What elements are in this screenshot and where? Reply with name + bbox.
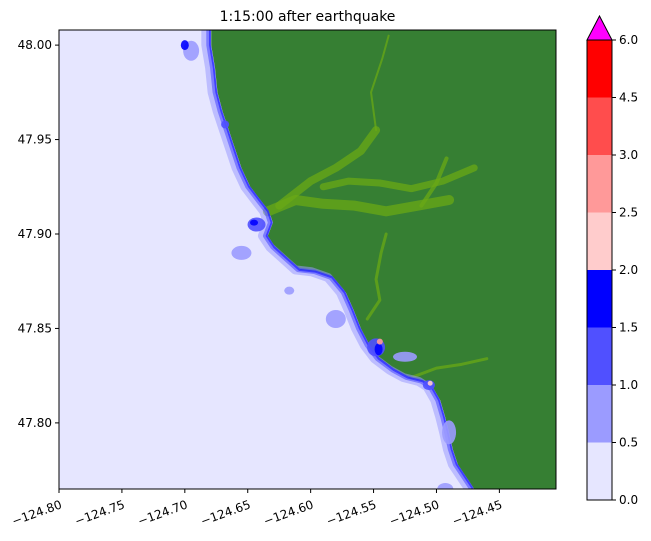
inundation-patch [325, 310, 346, 328]
colorbar-tick-label: 2.0 [619, 263, 638, 277]
y-tick-label: 47.90 [18, 227, 52, 241]
y-tick-label: 47.95 [18, 133, 52, 147]
x-tick-label: −124.80 [10, 497, 64, 528]
river-deposits [262, 34, 489, 380]
colorbar-segment [587, 97, 612, 155]
colorbar-segment [587, 155, 612, 213]
colorbar-extend-arrow [586, 14, 613, 41]
river-path [409, 357, 489, 380]
map-area [59, 30, 556, 489]
colorbar-segment [587, 212, 612, 270]
colorbar-tick-label: 1.0 [619, 378, 638, 392]
inundation-patch [250, 219, 259, 226]
x-tick-label: −124.55 [325, 497, 379, 528]
river-path [365, 232, 388, 321]
plot-frame [58, 29, 557, 490]
x-tick-label: −124.65 [199, 497, 253, 528]
inundation-patch [284, 286, 295, 295]
x-tick-label: −124.75 [73, 497, 127, 528]
river-path [319, 164, 478, 193]
river-path [419, 156, 449, 208]
x-tick-label: −124.50 [387, 497, 441, 528]
colorbar-segment [587, 442, 612, 500]
inundation-patch [231, 245, 252, 260]
inundation-band [209, 30, 474, 489]
colorbar-tick-label: 3.0 [619, 148, 638, 162]
river-path [275, 126, 381, 210]
colorbar-tick-label: 2.5 [619, 206, 638, 220]
chart-title: 1:15:00 after earthquake [220, 9, 396, 25]
colorbar-tick-label: 0.0 [619, 493, 638, 507]
inundation-patch [180, 40, 189, 51]
land-area [211, 30, 556, 489]
colorbar: 0.0 0.5 1.0 1.5 2.0 2.5 3.0 4.5 6.0 [586, 14, 638, 507]
river-path [262, 195, 455, 217]
x-tick-label: −124.60 [262, 497, 316, 528]
colorbar-segment [587, 385, 612, 443]
x-axis: −124.80 −124.75 −124.70 −124.65 −124.60 −124.… [10, 489, 504, 528]
inundation-patch [221, 120, 230, 129]
colorbar-tick-label: 4.5 [619, 91, 638, 105]
inundation-patches [180, 30, 474, 489]
inundation-patch [376, 338, 383, 345]
inundation-patch [374, 343, 383, 356]
y-tick-label: 47.85 [18, 321, 52, 335]
x-tick-label: −124.45 [450, 497, 504, 528]
inundation-patch [427, 380, 433, 386]
y-tick-label: 47.80 [18, 416, 52, 430]
y-tick-label: 48.00 [18, 38, 52, 52]
colorbar-tick-label: 6.0 [619, 33, 638, 47]
y-axis: 47.80 47.85 47.90 47.95 48.00 [18, 38, 59, 430]
inundation-patch [442, 420, 457, 445]
x-tick-label: −124.70 [136, 497, 190, 528]
inundation-patch [437, 483, 454, 489]
colorbar-segment [587, 327, 612, 385]
river-path [370, 34, 390, 132]
colorbar-tick-label: 1.5 [619, 321, 638, 335]
colorbar-segment [587, 270, 612, 328]
inundation-patch [393, 351, 418, 362]
colorbar-segment [587, 40, 612, 98]
colorbar-tick-label: 0.5 [619, 436, 638, 450]
